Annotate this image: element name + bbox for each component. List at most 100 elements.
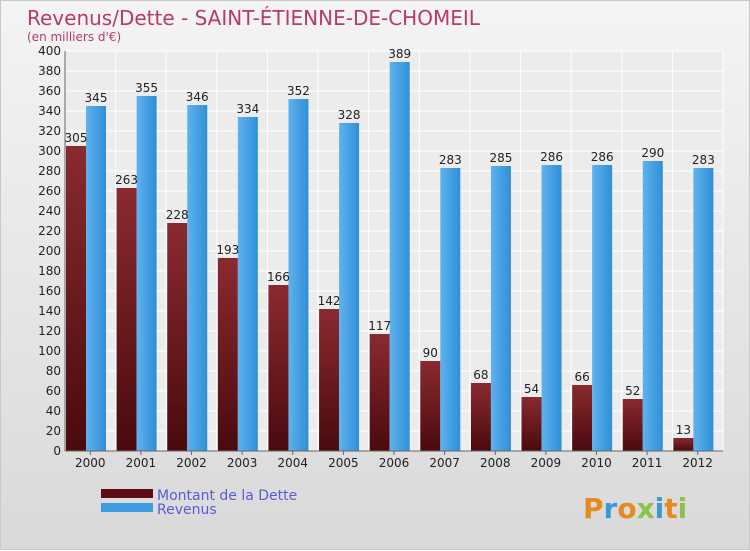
y-tick-label: 360 xyxy=(38,84,61,98)
debt-data-label: 13 xyxy=(676,423,691,437)
y-tick-label: 60 xyxy=(46,384,61,398)
x-tick-label: 2012 xyxy=(682,456,713,470)
x-tick-label: 2007 xyxy=(429,456,460,470)
revenue-bar xyxy=(693,168,714,451)
y-tick-label: 100 xyxy=(38,344,61,358)
revenue-data-label: 285 xyxy=(489,151,512,165)
legend-swatch-revenue xyxy=(101,503,153,512)
debt-bar xyxy=(116,188,137,451)
x-tick-label: 2011 xyxy=(632,456,663,470)
y-tick-label: 340 xyxy=(38,104,61,118)
debt-data-label: 193 xyxy=(216,243,239,257)
y-tick-label: 380 xyxy=(38,64,61,78)
revenue-data-label: 283 xyxy=(692,153,715,167)
debt-data-label: 117 xyxy=(368,319,391,333)
revenue-bar xyxy=(592,165,613,451)
legend-label-revenue: Revenus xyxy=(157,502,217,518)
proxiti-logo: Proxiti xyxy=(583,492,687,525)
debt-bar xyxy=(167,223,188,451)
debt-data-label: 54 xyxy=(524,382,539,396)
y-tick-label: 400 xyxy=(38,44,61,58)
revenue-data-label: 328 xyxy=(338,108,361,122)
revenue-data-label: 346 xyxy=(186,90,209,104)
y-tick-label: 0 xyxy=(53,444,61,458)
debt-bar xyxy=(369,334,390,451)
revenue-data-label: 345 xyxy=(85,91,108,105)
x-tick-label: 2005 xyxy=(328,456,359,470)
debt-bar xyxy=(521,397,542,451)
logo-letter: i xyxy=(678,492,688,525)
y-tick-label: 20 xyxy=(46,424,61,438)
debt-data-label: 305 xyxy=(65,131,88,145)
revenue-data-label: 355 xyxy=(135,81,158,95)
revenue-bar xyxy=(440,168,461,451)
revenue-data-label: 286 xyxy=(591,150,614,164)
debt-bar xyxy=(268,285,289,451)
debt-data-label: 68 xyxy=(473,368,488,382)
y-tick-label: 260 xyxy=(38,184,61,198)
revenue-data-label: 286 xyxy=(540,150,563,164)
revenue-data-label: 352 xyxy=(287,84,310,98)
y-tick-label: 240 xyxy=(38,204,61,218)
y-tick-label: 200 xyxy=(38,244,61,258)
revenue-data-label: 290 xyxy=(641,146,664,160)
revenue-bar xyxy=(86,106,106,451)
legend-label-debt: Montant de la Dette xyxy=(157,488,297,504)
logo-letter: i xyxy=(655,492,665,525)
y-tick-label: 40 xyxy=(46,404,61,418)
y-tick-label: 180 xyxy=(38,264,61,278)
revenue-data-label: 283 xyxy=(439,153,462,167)
x-tick-label: 2001 xyxy=(126,456,157,470)
x-tick-label: 2006 xyxy=(379,456,410,470)
debt-bar xyxy=(420,361,441,451)
debt-data-label: 66 xyxy=(575,370,590,384)
revenue-bar xyxy=(389,62,410,451)
logo-letter: P xyxy=(583,492,604,525)
revenue-bar xyxy=(541,165,562,451)
debt-bar xyxy=(66,146,86,451)
revenue-bar xyxy=(288,99,309,451)
y-tick-label: 80 xyxy=(46,364,61,378)
revenue-bar xyxy=(490,166,511,451)
debt-bar xyxy=(673,438,694,451)
debt-data-label: 228 xyxy=(166,208,189,222)
logo-letter: t xyxy=(664,492,677,525)
logo-letter: x xyxy=(637,492,655,525)
debt-bar xyxy=(319,309,340,451)
revenue-bar xyxy=(237,117,258,451)
debt-data-label: 90 xyxy=(423,346,438,360)
x-tick-label: 2009 xyxy=(531,456,562,470)
x-tick-label: 2003 xyxy=(227,456,258,470)
debt-data-label: 142 xyxy=(318,294,341,308)
x-tick-label: 2000 xyxy=(75,456,106,470)
logo-letter: o xyxy=(617,492,636,525)
revenue-bar xyxy=(187,105,208,451)
y-tick-label: 280 xyxy=(38,164,61,178)
debt-bar xyxy=(572,385,593,451)
y-tick-label: 220 xyxy=(38,224,61,238)
revenue-bar xyxy=(136,96,157,451)
y-tick-label: 140 xyxy=(38,304,61,318)
x-tick-label: 2002 xyxy=(176,456,207,470)
revenue-bar xyxy=(642,161,663,451)
debt-data-label: 263 xyxy=(115,173,138,187)
debt-data-label: 166 xyxy=(267,270,290,284)
chart-subtitle: (en milliers d'€) xyxy=(27,30,121,44)
debt-bar xyxy=(622,399,643,451)
legend-swatch-debt xyxy=(101,489,153,498)
x-tick-label: 2004 xyxy=(277,456,308,470)
debt-data-label: 52 xyxy=(625,384,640,398)
revenue-data-label: 389 xyxy=(388,47,411,61)
revenue-bar xyxy=(339,123,360,451)
y-tick-label: 160 xyxy=(38,284,61,298)
revenue-data-label: 334 xyxy=(236,102,259,116)
y-tick-label: 320 xyxy=(38,124,61,138)
chart-title: Revenus/Dette - SAINT-ÉTIENNE-DE-CHOMEIL xyxy=(27,6,481,30)
debt-bar xyxy=(217,258,238,451)
y-tick-label: 120 xyxy=(38,324,61,338)
y-tick-label: 300 xyxy=(38,144,61,158)
x-tick-label: 2008 xyxy=(480,456,511,470)
x-tick-label: 2010 xyxy=(581,456,612,470)
